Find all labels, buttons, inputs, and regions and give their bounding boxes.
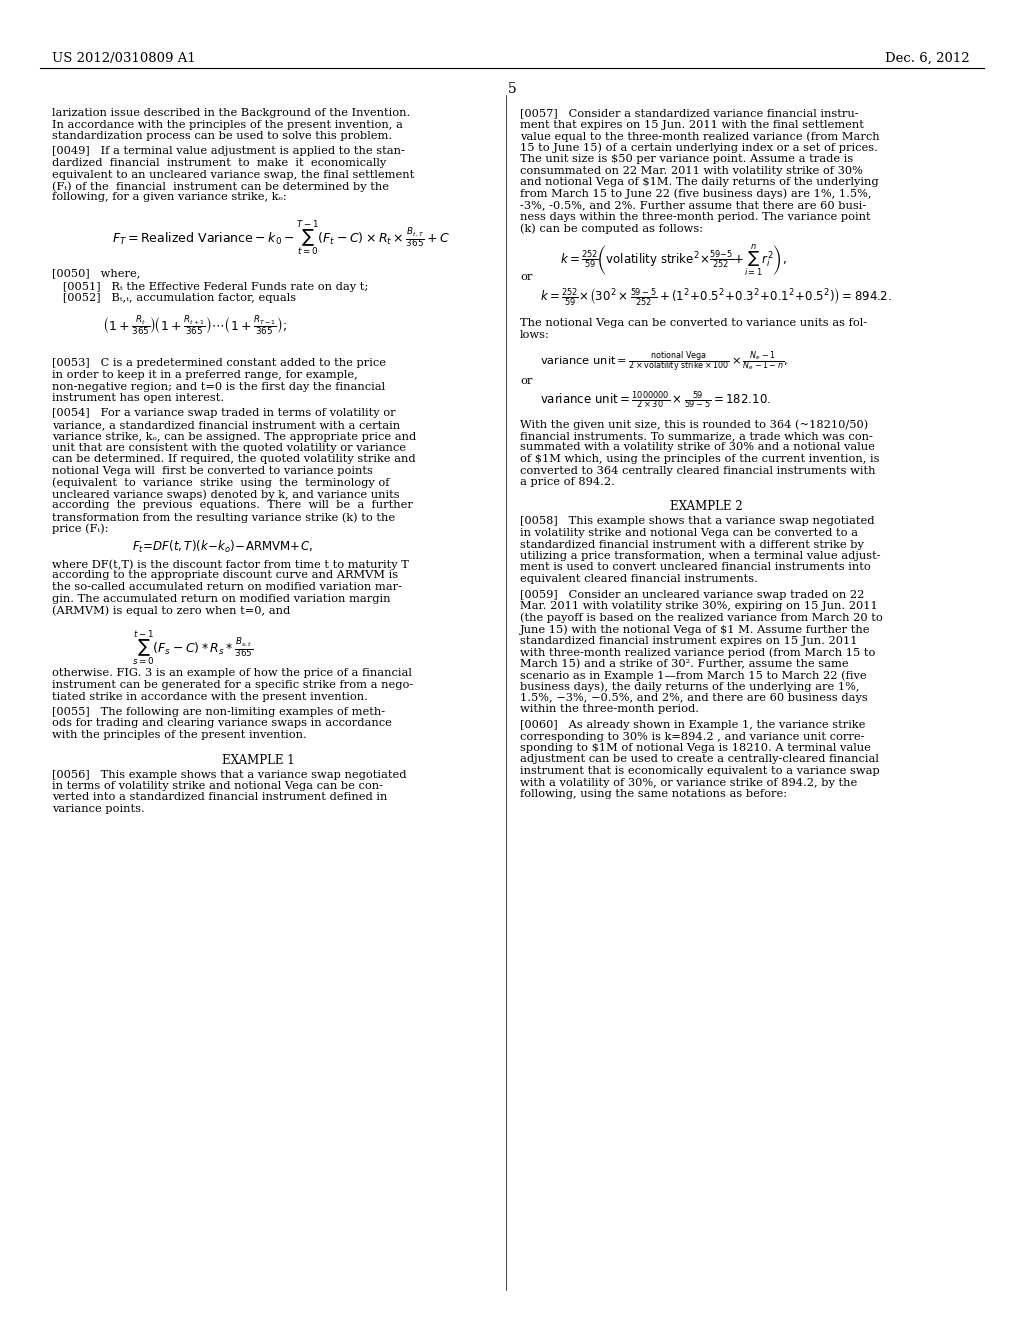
- Text: [0060]   As already shown in Example 1, the variance strike: [0060] As already shown in Example 1, th…: [520, 719, 865, 730]
- Text: EXAMPLE 2: EXAMPLE 2: [670, 500, 742, 513]
- Text: with the principles of the present invention.: with the principles of the present inven…: [52, 730, 307, 741]
- Text: sponding to $1M of notional Vega is 18210. A terminal value: sponding to $1M of notional Vega is 1821…: [520, 743, 870, 752]
- Text: following, using the same notations as before:: following, using the same notations as b…: [520, 789, 787, 799]
- Text: in terms of volatility strike and notional Vega can be con-: in terms of volatility strike and notion…: [52, 781, 383, 791]
- Text: [0056]   This example shows that a variance swap negotiated: [0056] This example shows that a varianc…: [52, 770, 407, 780]
- Text: variance points.: variance points.: [52, 804, 144, 814]
- Text: transformation from the resulting variance strike (k) to the: transformation from the resulting varian…: [52, 512, 395, 523]
- Text: US 2012/0310809 A1: US 2012/0310809 A1: [52, 51, 196, 65]
- Text: [0052]   Bₜ,ₜ, accumulation factor, equals: [0052] Bₜ,ₜ, accumulation factor, equals: [52, 293, 296, 304]
- Text: in volatility strike and notional Vega can be converted to a: in volatility strike and notional Vega c…: [520, 528, 858, 539]
- Text: adjustment can be used to create a centrally-cleared financial: adjustment can be used to create a centr…: [520, 755, 879, 764]
- Text: where DF(t,T) is the discount factor from time t to maturity T: where DF(t,T) is the discount factor fro…: [52, 558, 409, 569]
- Text: ment is used to convert uncleared financial instruments into: ment is used to convert uncleared financ…: [520, 562, 870, 573]
- Text: according to the appropriate discount curve and ARMVM is: according to the appropriate discount cu…: [52, 570, 398, 581]
- Text: corresponding to 30% is k=894.2 , and variance unit corre-: corresponding to 30% is k=894.2 , and va…: [520, 731, 864, 742]
- Text: or: or: [520, 272, 532, 282]
- Text: variance, a standardized financial instrument with a certain: variance, a standardized financial instr…: [52, 420, 400, 430]
- Text: $F_T = \mathrm{Realized\ Variance}-k_0-\sum_{t=0}^{T-1}(F_t-C)\times R_t\times\f: $F_T = \mathrm{Realized\ Variance}-k_0-\…: [112, 218, 451, 257]
- Text: utilizing a price transformation, when a terminal value adjust-: utilizing a price transformation, when a…: [520, 550, 881, 561]
- Text: instrument that is economically equivalent to a variance swap: instrument that is economically equivale…: [520, 766, 880, 776]
- Text: (k) can be computed as follows:: (k) can be computed as follows:: [520, 223, 703, 234]
- Text: [0054]   For a variance swap traded in terms of volatility or: [0054] For a variance swap traded in ter…: [52, 408, 395, 418]
- Text: With the given unit size, this is rounded to 364 (~18210/50): With the given unit size, this is rounde…: [520, 420, 868, 430]
- Text: In accordance with the principles of the present invention, a: In accordance with the principles of the…: [52, 120, 402, 129]
- Text: (equivalent  to  variance  strike  using  the  terminology of: (equivalent to variance strike using the…: [52, 478, 389, 488]
- Text: value equal to the three-month realized variance (from March: value equal to the three-month realized …: [520, 131, 880, 141]
- Text: otherwise. FIG. 3 is an example of how the price of a financial: otherwise. FIG. 3 is an example of how t…: [52, 668, 412, 678]
- Text: March 15) and a strike of 30². Further, assume the same: March 15) and a strike of 30². Further, …: [520, 659, 849, 669]
- Text: converted to 364 centrally cleared financial instruments with: converted to 364 centrally cleared finan…: [520, 466, 876, 475]
- Text: $\left(1+\frac{R_t}{365}\right)\!\left(1+\frac{R_{t+1}}{365}\right)\cdots\left(1: $\left(1+\frac{R_t}{365}\right)\!\left(1…: [102, 314, 288, 338]
- Text: (ARMVM) is equal to zero when t=0, and: (ARMVM) is equal to zero when t=0, and: [52, 605, 290, 615]
- Text: ment that expires on 15 Jun. 2011 with the final settlement: ment that expires on 15 Jun. 2011 with t…: [520, 120, 864, 129]
- Text: [0057]   Consider a standardized variance financial instru-: [0057] Consider a standardized variance …: [520, 108, 859, 117]
- Text: The unit size is $50 per variance point. Assume a trade is: The unit size is $50 per variance point.…: [520, 154, 853, 164]
- Text: [0059]   Consider an uncleared variance swap traded on 22: [0059] Consider an uncleared variance sw…: [520, 590, 864, 599]
- Text: financial instruments. To summarize, a trade which was con-: financial instruments. To summarize, a t…: [520, 432, 872, 441]
- Text: [0051]   Rₜ the Effective Federal Funds rate on day t;: [0051] Rₜ the Effective Federal Funds ra…: [52, 281, 369, 292]
- Text: [0053]   C is a predetermined constant added to the price: [0053] C is a predetermined constant add…: [52, 359, 386, 368]
- Text: $k=\frac{252}{59}\!\left(\mathrm{volatility\ strike}^2\!\times\!\frac{59\!-\!5}{: $k=\frac{252}{59}\!\left(\mathrm{volatil…: [560, 243, 786, 279]
- Text: standardized financial instrument expires on 15 Jun. 2011: standardized financial instrument expire…: [520, 635, 857, 645]
- Text: consummated on 22 Mar. 2011 with volatility strike of 30%: consummated on 22 Mar. 2011 with volatil…: [520, 165, 863, 176]
- Text: instrument can be generated for a specific strike from a nego-: instrument can be generated for a specif…: [52, 680, 414, 690]
- Text: with three-month realized variance period (from March 15 to: with three-month realized variance perio…: [520, 647, 876, 657]
- Text: of $1M which, using the principles of the current invention, is: of $1M which, using the principles of th…: [520, 454, 880, 465]
- Text: with a volatility of 30%, or variance strike of 894.2, by the: with a volatility of 30%, or variance st…: [520, 777, 857, 788]
- Text: Mar. 2011 with volatility strike 30%, expiring on 15 Jun. 2011: Mar. 2011 with volatility strike 30%, ex…: [520, 601, 878, 611]
- Text: standardized financial instrument with a different strike by: standardized financial instrument with a…: [520, 540, 864, 549]
- Text: lows:: lows:: [520, 330, 550, 341]
- Text: 15 to June 15) of a certain underlying index or a set of prices.: 15 to June 15) of a certain underlying i…: [520, 143, 878, 153]
- Text: larization issue described in the Background of the Invention.: larization issue described in the Backgr…: [52, 108, 411, 117]
- Text: $\mathrm{variance\ unit}=\frac{1000000}{2\times 30}\times\frac{59}{59-5}=182.10.: $\mathrm{variance\ unit}=\frac{1000000}{…: [540, 389, 771, 412]
- Text: can be determined. If required, the quoted volatility strike and: can be determined. If required, the quot…: [52, 454, 416, 465]
- Text: following, for a given variance strike, kₒ:: following, for a given variance strike, …: [52, 193, 287, 202]
- Text: summated with a volatility strike of 30% and a notional value: summated with a volatility strike of 30%…: [520, 442, 874, 453]
- Text: price (Fₜ):: price (Fₜ):: [52, 524, 109, 535]
- Text: the so-called accumulated return on modified variation mar-: the so-called accumulated return on modi…: [52, 582, 402, 591]
- Text: The notional Vega can be converted to variance units as fol-: The notional Vega can be converted to va…: [520, 318, 867, 329]
- Text: in order to keep it in a preferred range, for example,: in order to keep it in a preferred range…: [52, 370, 357, 380]
- Text: 5: 5: [508, 82, 516, 96]
- Text: dardized  financial  instrument  to  make  it  economically: dardized financial instrument to make it…: [52, 158, 386, 168]
- Text: [0055]   The following are non-limiting examples of meth-: [0055] The following are non-limiting ex…: [52, 708, 385, 717]
- Text: 1.5%, −3%, −0.5%, and 2%, and there are 60 business days: 1.5%, −3%, −0.5%, and 2%, and there are …: [520, 693, 867, 704]
- Text: (the payoff is based on the realized variance from March 20 to: (the payoff is based on the realized var…: [520, 612, 883, 623]
- Text: instrument has open interest.: instrument has open interest.: [52, 393, 224, 403]
- Text: -3%, -0.5%, and 2%. Further assume that there are 60 busi-: -3%, -0.5%, and 2%. Further assume that …: [520, 201, 866, 210]
- Text: [0058]   This example shows that a variance swap negotiated: [0058] This example shows that a varianc…: [520, 516, 874, 527]
- Text: $\sum_{s=0}^{t-1}(F_s-C)*R_s*\frac{B_{s,t}}{365}$: $\sum_{s=0}^{t-1}(F_s-C)*R_s*\frac{B_{s,…: [132, 628, 253, 668]
- Text: gin. The accumulated return on modified variation margin: gin. The accumulated return on modified …: [52, 594, 390, 603]
- Text: scenario as in Example 1—from March 15 to March 22 (five: scenario as in Example 1—from March 15 t…: [520, 671, 866, 681]
- Text: ods for trading and clearing variance swaps in accordance: ods for trading and clearing variance sw…: [52, 718, 392, 729]
- Text: [0050]   where,: [0050] where,: [52, 268, 140, 279]
- Text: [0049]   If a terminal value adjustment is applied to the stan-: [0049] If a terminal value adjustment is…: [52, 147, 404, 157]
- Text: standardization process can be used to solve this problem.: standardization process can be used to s…: [52, 131, 392, 141]
- Text: equivalent to an uncleared variance swap, the final settlement: equivalent to an uncleared variance swap…: [52, 169, 415, 180]
- Text: tiated strike in accordance with the present invention.: tiated strike in accordance with the pre…: [52, 692, 368, 701]
- Text: June 15) with the notional Vega of $1 M. Assume further the: June 15) with the notional Vega of $1 M.…: [520, 624, 870, 635]
- Text: and notional Vega of $1M. The daily returns of the underlying: and notional Vega of $1M. The daily retu…: [520, 177, 879, 187]
- Text: EXAMPLE 1: EXAMPLE 1: [222, 754, 295, 767]
- Text: verted into a standardized financial instrument defined in: verted into a standardized financial ins…: [52, 792, 387, 803]
- Text: variance strike, kₒ, can be assigned. The appropriate price and: variance strike, kₒ, can be assigned. Th…: [52, 432, 416, 441]
- Text: $\mathrm{variance\ unit}=\frac{\mathrm{notional\ Vega}}{2\times\mathrm{volatilit: $\mathrm{variance\ unit}=\frac{\mathrm{n…: [540, 350, 788, 375]
- Text: ness days within the three-month period. The variance point: ness days within the three-month period.…: [520, 211, 870, 222]
- Text: $F_t\!=\!DF(t,T)(k\!-\!k_o)\!-\!\mathrm{ARMVM}\!+\!C,$: $F_t\!=\!DF(t,T)(k\!-\!k_o)\!-\!\mathrm{…: [132, 539, 313, 556]
- Text: business days), the daily returns of the underlying are 1%,: business days), the daily returns of the…: [520, 681, 859, 692]
- Text: a price of 894.2.: a price of 894.2.: [520, 477, 614, 487]
- Text: Dec. 6, 2012: Dec. 6, 2012: [886, 51, 970, 65]
- Text: within the three-month period.: within the three-month period.: [520, 705, 699, 714]
- Text: non-negative region; and t=0 is the first day the financial: non-negative region; and t=0 is the firs…: [52, 381, 385, 392]
- Text: notional Vega will  first be converted to variance points: notional Vega will first be converted to…: [52, 466, 373, 477]
- Text: equivalent cleared financial instruments.: equivalent cleared financial instruments…: [520, 574, 758, 583]
- Text: unit that are consistent with the quoted volatility or variance: unit that are consistent with the quoted…: [52, 444, 406, 453]
- Text: according  the  previous  equations.  There  will  be  a  further: according the previous equations. There …: [52, 500, 413, 511]
- Text: or: or: [520, 375, 532, 385]
- Text: uncleared variance swaps) denoted by k, and variance units: uncleared variance swaps) denoted by k, …: [52, 488, 399, 499]
- Text: $k=\frac{252}{59}\!\times\!\left(30^2\times\frac{59-5}{252}+(1^2\!+\!0.5^2\!+\!0: $k=\frac{252}{59}\!\times\!\left(30^2\ti…: [540, 286, 892, 308]
- Text: from March 15 to June 22 (five business days) are 1%, 1.5%,: from March 15 to June 22 (five business …: [520, 189, 871, 199]
- Text: (Fₜ) of the  financial  instrument can be determined by the: (Fₜ) of the financial instrument can be …: [52, 181, 389, 191]
